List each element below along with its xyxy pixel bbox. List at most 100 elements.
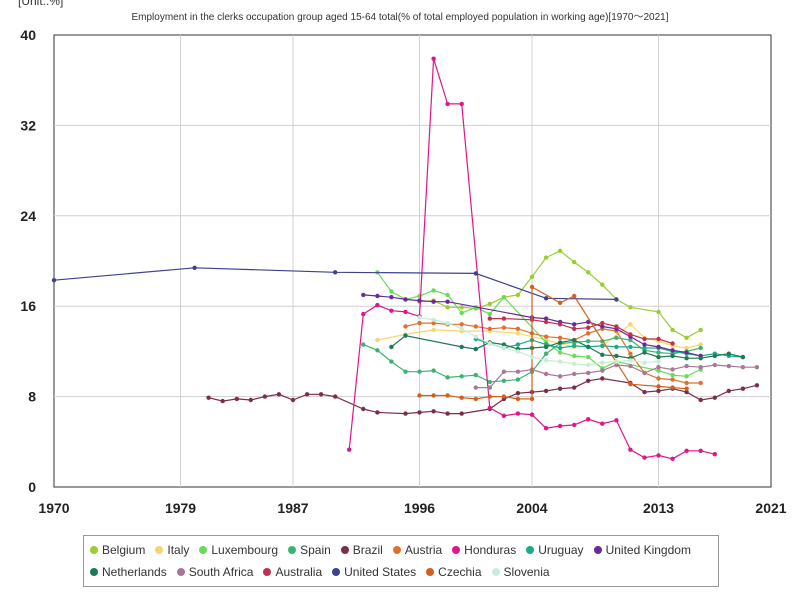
series-line bbox=[348, 58, 715, 460]
data-point bbox=[459, 310, 464, 316]
legend-label: Australia bbox=[275, 565, 323, 579]
x-tick-label: 2021 bbox=[755, 500, 786, 516]
data-point bbox=[375, 410, 380, 415]
unit-label: [Unit:.%] bbox=[18, 0, 64, 8]
legend-marker bbox=[176, 567, 185, 576]
data-point bbox=[431, 409, 436, 414]
data-point bbox=[586, 325, 591, 330]
data-point bbox=[276, 392, 282, 397]
legend-item-brazil: Brazil bbox=[340, 543, 383, 557]
data-point bbox=[445, 101, 450, 107]
data-point bbox=[557, 350, 563, 355]
data-point bbox=[698, 342, 703, 347]
y-tick-label: 0 bbox=[28, 479, 36, 495]
data-point bbox=[459, 326, 464, 331]
data-point bbox=[529, 284, 535, 290]
data-point bbox=[459, 344, 464, 350]
data-point bbox=[417, 369, 422, 374]
legend-item-united-states: United States bbox=[332, 565, 416, 579]
data-point bbox=[628, 337, 633, 343]
data-point bbox=[586, 339, 591, 344]
data-point bbox=[389, 295, 394, 300]
data-point bbox=[501, 378, 507, 383]
data-point bbox=[543, 358, 549, 363]
series-south-africa bbox=[473, 362, 760, 390]
data-point bbox=[290, 397, 296, 403]
data-point bbox=[431, 368, 436, 373]
legend-item-czechia: Czechia bbox=[426, 565, 482, 579]
series-line bbox=[405, 322, 701, 384]
data-point bbox=[684, 386, 689, 391]
legend-item-spain: Spain bbox=[288, 543, 331, 557]
legend-item-netherlands: Netherlands bbox=[90, 565, 167, 579]
chart-title: Employment in the clerks occupation grou… bbox=[131, 12, 669, 23]
data-point bbox=[628, 382, 633, 387]
data-point bbox=[656, 368, 661, 373]
data-point bbox=[572, 326, 577, 331]
data-point bbox=[543, 371, 549, 377]
data-point bbox=[670, 385, 675, 390]
data-point bbox=[586, 331, 591, 336]
data-point bbox=[754, 383, 760, 388]
grid bbox=[53, 34, 772, 488]
legend-marker bbox=[452, 545, 461, 554]
legend-item-australia: Australia bbox=[263, 565, 322, 579]
series-line bbox=[419, 316, 659, 366]
data-point bbox=[586, 378, 591, 383]
data-point bbox=[389, 308, 394, 313]
data-point bbox=[445, 305, 450, 310]
data-point bbox=[529, 396, 535, 402]
data-point bbox=[431, 299, 436, 304]
data-point bbox=[600, 282, 605, 287]
data-point bbox=[656, 359, 661, 364]
data-point bbox=[304, 392, 310, 397]
data-point bbox=[318, 392, 324, 397]
data-point bbox=[515, 391, 521, 396]
data-point bbox=[726, 351, 731, 356]
data-point bbox=[487, 379, 492, 385]
data-point bbox=[572, 343, 577, 348]
series-line bbox=[419, 250, 701, 339]
data-point bbox=[459, 411, 464, 416]
data-point bbox=[557, 322, 563, 327]
data-point bbox=[501, 325, 507, 330]
data-point bbox=[656, 388, 661, 394]
series-layer bbox=[51, 56, 760, 461]
legend-label: Honduras bbox=[464, 543, 517, 557]
data-point bbox=[557, 423, 563, 429]
data-point bbox=[572, 337, 577, 343]
data-point bbox=[656, 344, 661, 350]
data-point bbox=[431, 320, 436, 326]
data-point bbox=[361, 406, 366, 412]
data-point bbox=[670, 372, 675, 378]
legend-marker bbox=[332, 567, 341, 576]
data-point bbox=[262, 394, 268, 399]
data-point bbox=[431, 327, 436, 333]
data-point bbox=[529, 412, 535, 417]
data-point bbox=[642, 342, 647, 347]
x-tick-label: 1996 bbox=[404, 500, 435, 516]
data-point bbox=[684, 335, 689, 340]
data-point bbox=[557, 335, 563, 340]
data-point bbox=[698, 327, 703, 333]
data-point bbox=[487, 394, 492, 399]
data-point bbox=[670, 367, 675, 372]
data-point bbox=[600, 352, 605, 357]
legend-marker bbox=[199, 545, 208, 554]
data-point bbox=[656, 309, 661, 315]
series-line bbox=[208, 377, 758, 415]
legend-label: Slovenia bbox=[503, 565, 550, 579]
data-point bbox=[220, 398, 225, 404]
data-point bbox=[614, 344, 619, 350]
data-point bbox=[501, 394, 507, 399]
data-point bbox=[459, 305, 464, 310]
legend-marker bbox=[263, 567, 272, 576]
data-point bbox=[501, 413, 507, 418]
data-point bbox=[487, 311, 492, 317]
legend-label: Netherlands bbox=[102, 565, 167, 579]
data-point bbox=[642, 360, 647, 365]
data-point bbox=[501, 295, 507, 300]
data-point bbox=[487, 301, 492, 307]
data-point bbox=[656, 350, 661, 355]
data-point bbox=[684, 356, 689, 361]
